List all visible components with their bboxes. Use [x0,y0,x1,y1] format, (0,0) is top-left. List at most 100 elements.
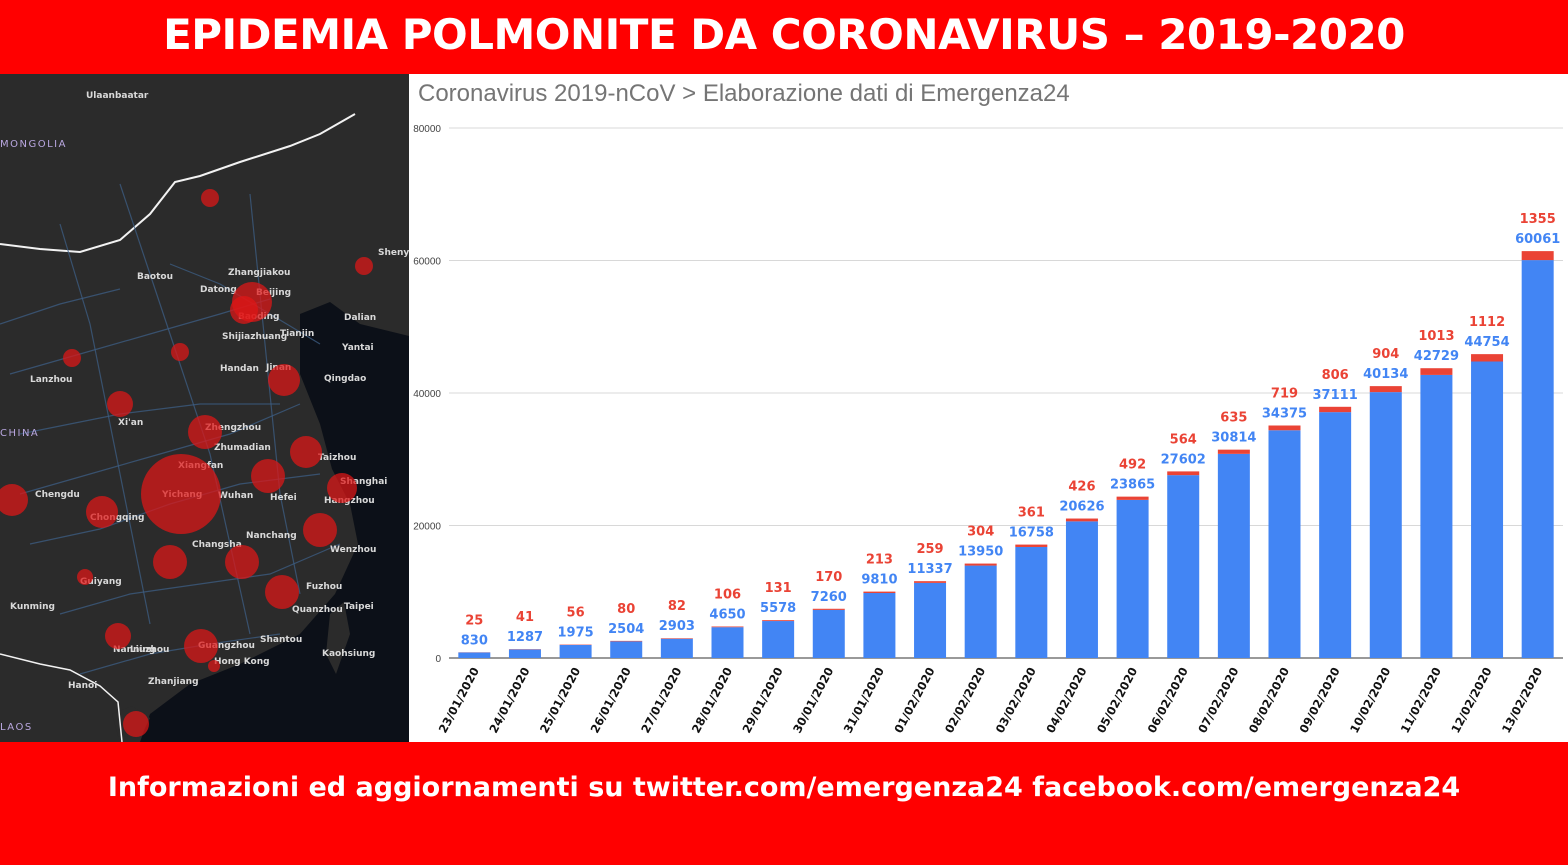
x-tick-label: 12/02/2020 [1448,665,1494,736]
map-city-label: Wenzhou [330,545,376,555]
map-city-label: Chengdu [35,490,80,500]
bar-series-2 [1268,425,1301,431]
bar-series-1 [1065,521,1098,658]
x-tick-label: 08/02/2020 [1246,665,1292,736]
x-tick-label: 26/01/2020 [588,665,634,736]
data-label-series-2: 426 [1068,480,1095,495]
bar-series-2 [1319,406,1352,413]
data-label-series-1: 5578 [760,601,796,616]
data-label-series-1: 11337 [907,562,952,577]
map-city-label: Lanzhou [30,375,72,385]
case-bubble [184,629,218,663]
bar-series-1 [1521,260,1554,658]
data-label-series-1: 2504 [608,622,644,637]
map-city-label: Dalian [344,313,376,323]
bar-series-2 [660,638,693,639]
case-bubble [303,513,337,547]
y-tick-label: 0 [435,654,441,665]
case-bubble [86,496,118,528]
bar-series-1 [863,593,896,658]
page-title: EPIDEMIA POLMONITE DA CORONAVIRUS – 2019… [163,10,1405,59]
data-label-series-1: 27602 [1161,452,1206,467]
y-tick-label: 20000 [413,522,441,533]
data-label-series-2: 904 [1372,347,1399,362]
bar-series-1 [1369,392,1402,658]
data-label-series-2: 635 [1220,411,1247,426]
map-city-label: Yantai [341,343,374,353]
case-bubble [251,459,285,493]
map-city-label: Fuzhou [306,582,342,592]
data-label-series-2: 719 [1271,387,1298,402]
case-bubble [188,415,222,449]
border-line [0,113,356,254]
data-label-series-1: 2903 [659,619,695,634]
bar-series-2 [1521,251,1554,261]
bottom-banner: Informazioni ed aggiornamenti su twitter… [0,742,1568,865]
data-label-series-2: 56 [567,606,585,621]
map-city-label: Nanchang [246,531,297,541]
x-tick-label: 11/02/2020 [1398,665,1444,736]
map-city-label: Taizhou [318,453,356,463]
bar-series-1 [762,621,795,658]
x-tick-label: 31/01/2020 [841,665,887,736]
data-label-series-2: 492 [1119,458,1146,473]
x-tick-label: 07/02/2020 [1195,665,1241,736]
data-label-series-1: 30814 [1211,431,1256,446]
bar-series-2 [1471,354,1504,362]
bar-series-1 [1116,499,1149,658]
data-label-series-1: 7260 [811,590,847,605]
data-label-series-2: 1013 [1418,329,1454,344]
bar-series-1 [458,652,491,658]
x-tick-label: 04/02/2020 [1043,665,1089,736]
x-tick-label: 09/02/2020 [1296,665,1342,736]
x-tick-label: 13/02/2020 [1499,665,1545,736]
map-city-label: Wuhan [218,491,253,501]
data-label-series-2: 170 [815,570,842,585]
map-city-label: Nanning [113,645,155,655]
x-tick-label: 06/02/2020 [1145,665,1191,736]
bar-series-1 [812,609,845,658]
x-tick-label: 24/01/2020 [486,665,532,736]
map-city-label: MONGOLIA [0,139,67,150]
data-label-series-1: 20626 [1059,500,1104,515]
case-bubble [268,364,300,396]
map-city-label: Kaohsiung [322,649,375,659]
map-city-label: Beijing [256,288,291,298]
data-label-series-2: 213 [866,553,893,568]
x-tick-label: 10/02/2020 [1347,665,1393,736]
map-city-label: Shenyang [378,248,409,258]
data-label-series-1: 34375 [1262,407,1307,422]
map-graphic: Ulaanbaatar MONGOLIA CHINA Baotou Datong Zhan… [0,91,409,742]
map-city-label: Shijiazhuang [222,332,287,342]
x-tick-label: 27/01/2020 [638,665,684,736]
road-line [59,223,151,625]
case-bubble [105,623,131,649]
map-city-label: Qingdao [324,374,366,384]
data-label-series-1: 60061 [1515,232,1560,247]
bar-series-1 [964,565,997,658]
bar-series-1 [1471,361,1504,658]
bar-series-2 [1217,449,1250,454]
y-tick-label: 40000 [413,389,441,400]
road-line [249,193,301,595]
data-label-series-1: 23865 [1110,478,1155,493]
x-tick-label: 02/02/2020 [942,665,988,736]
case-bubble [225,545,259,579]
data-label-series-2: 361 [1018,506,1045,521]
map-city-label: Chongqing [90,513,144,523]
bar-series-1 [1268,430,1301,658]
case-bubble [201,189,219,207]
bar-series-2 [1420,368,1453,375]
data-label-series-2: 806 [1322,368,1349,383]
map-city-label: CHINA [0,428,39,439]
map-city-label: Guiyang [80,577,122,587]
map-city-label: Hanoi [68,681,97,691]
x-tick-label: 05/02/2020 [1094,665,1140,736]
map-city-label: Zhumadian [214,443,271,453]
chart-panel: Coronavirus 2019-nCoV > Elaborazione dat… [409,74,1568,742]
map-city-label: Quanzhou [292,605,343,615]
map-city-label: Zhengzhou [205,423,261,433]
data-label-series-1: 16758 [1009,526,1054,541]
bar-series-1 [559,644,592,658]
bar-series-1 [711,627,744,658]
